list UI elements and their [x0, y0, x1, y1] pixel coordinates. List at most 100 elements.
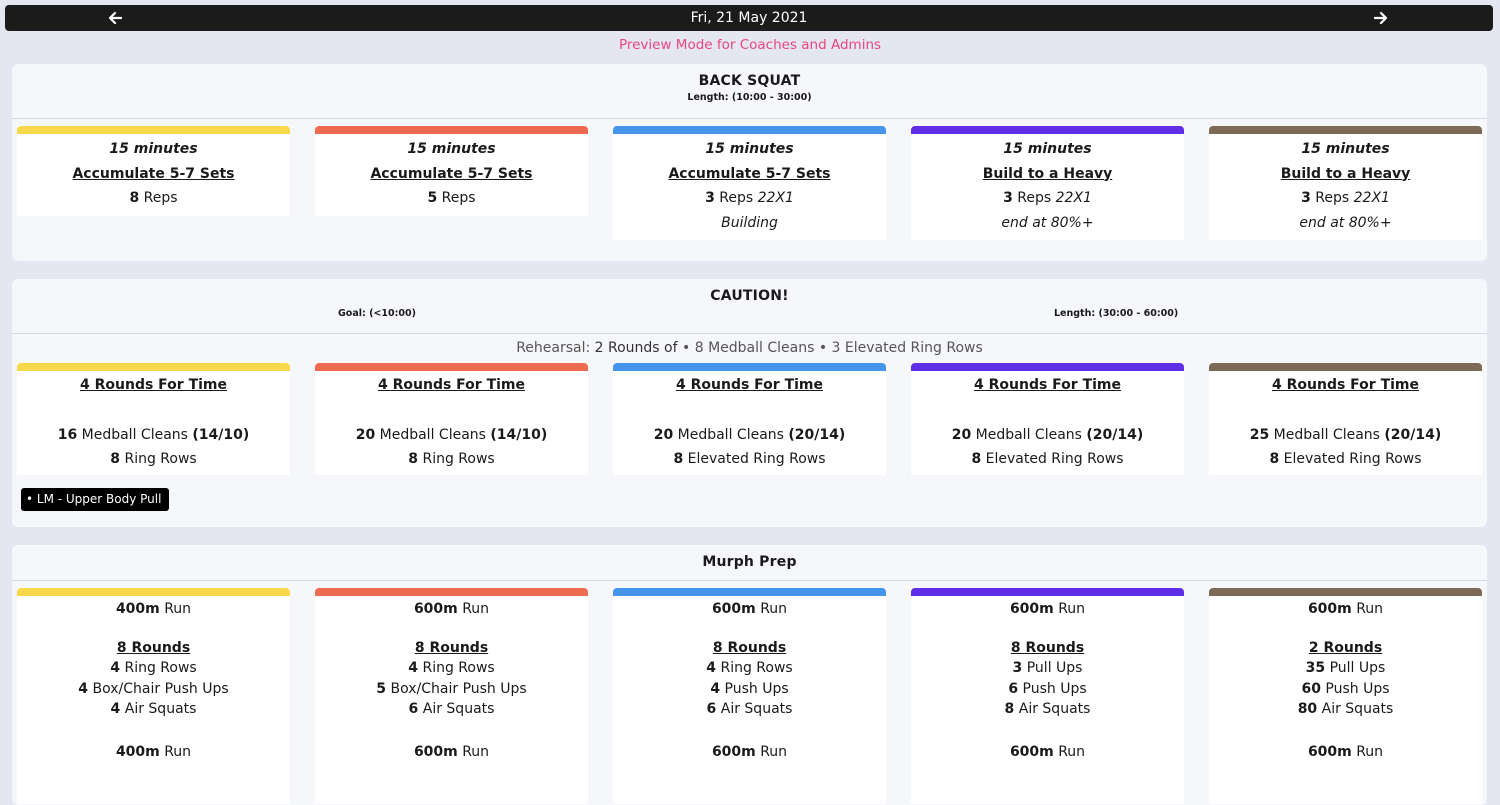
level-card: 600m Run 8 Rounds 3 Pull Ups 6 Push Ups 8 Ai…	[911, 588, 1184, 804]
movement-2: 8 Elevated Ring Rows	[613, 447, 886, 472]
section-title: Murph Prep	[702, 554, 797, 570]
run-label: Run	[164, 601, 192, 617]
note-text: end at 80%+	[1001, 214, 1094, 231]
scheme: 4 Rounds For Time	[911, 373, 1184, 398]
movement-a: 3 Pull Ups	[911, 658, 1184, 679]
movement-name: Box/Chair Push Ups	[390, 680, 527, 697]
run-label: Run	[1356, 601, 1384, 617]
reps-label: Reps	[1315, 190, 1350, 206]
rehearsal-line: Rehearsal: 2 Rounds of • 8 Medball Clean…	[12, 340, 1487, 356]
reps-number: 3	[1003, 190, 1013, 206]
section-murph-prep: Murph Prep 400m Run 8 Rounds 4 Ring Rows 4 …	[12, 545, 1487, 805]
movement-b: 60 Push Ups	[1209, 679, 1482, 700]
scheme-text: 4 Rounds For Time	[974, 377, 1121, 393]
movement-reps: 20	[951, 426, 972, 443]
reps-number: 8	[129, 190, 140, 206]
movement-c: 4 Air Squats	[17, 699, 290, 720]
run-distance: 400m	[115, 601, 160, 617]
run-2: 600m Run	[315, 740, 588, 765]
movement-name: Air Squats	[124, 701, 197, 717]
scheme-text: Accumulate 5-7 Sets	[668, 165, 831, 182]
scheme-text: 4 Rounds For Time	[80, 377, 227, 393]
scheme: Build to a Heavy	[1209, 162, 1482, 187]
time-cap: 15 minutes	[1209, 137, 1482, 162]
previous-day-button[interactable]	[95, 5, 135, 31]
movement-name: Medball Cleans	[81, 426, 188, 443]
movement-name: Air Squats	[422, 701, 495, 717]
reps: 5 Reps	[315, 186, 588, 211]
run-distance: 600m	[413, 743, 458, 760]
time-cap: 15 minutes	[17, 137, 290, 162]
level-color-bar	[613, 588, 886, 596]
movement-reps: 20	[653, 426, 674, 443]
time-cap: 15 minutes	[613, 137, 886, 162]
movement-name: Ring Rows	[422, 451, 495, 467]
level-color-bar	[315, 126, 588, 134]
arrow-left-icon	[108, 11, 122, 25]
rounds: 2 Rounds	[1209, 638, 1482, 659]
movement-reps: 25	[1249, 426, 1270, 443]
movement-reps: 6	[1008, 680, 1019, 697]
reps-label: Reps	[1017, 190, 1052, 206]
movement-reps: 4	[110, 701, 121, 717]
next-day-button[interactable]	[1361, 5, 1401, 31]
movement-tag[interactable]: • LM - Upper Body Pull	[21, 488, 170, 511]
reps: 8 Reps	[17, 186, 290, 211]
movement-reps: 8	[408, 451, 419, 467]
level-card: 600m Run 8 Rounds 4 Ring Rows 4 Push Ups 6 A…	[613, 588, 886, 804]
movement-weight: (20/14)	[1384, 426, 1442, 443]
reps-label: Reps	[441, 190, 476, 206]
movement-reps: 3	[1012, 660, 1023, 676]
reps-label: Reps	[143, 190, 178, 206]
movement-1: 16 Medball Cleans (14/10)	[17, 423, 290, 448]
time-text: 15 minutes	[407, 141, 496, 157]
level-color-bar	[911, 126, 1184, 134]
rounds: 8 Rounds	[17, 638, 290, 659]
movement-name: Pull Ups	[1329, 660, 1386, 676]
movement-name: Elevated Ring Rows	[985, 451, 1124, 467]
note-text: Building	[721, 214, 778, 231]
section-header: BACK SQUAT Length: (10:00 - 30:00)	[12, 64, 1487, 119]
scheme-text: 4 Rounds For Time	[378, 377, 525, 393]
run-label: Run	[462, 601, 490, 617]
current-date[interactable]: Fri, 21 May 2021	[690, 10, 808, 26]
tempo: 22X1	[1353, 190, 1390, 206]
level-card: 15 minutes Build to a Heavy 3 Reps 22X1 end…	[911, 126, 1184, 240]
scheme-text: Accumulate 5-7 Sets	[72, 165, 235, 182]
reps-label: Reps	[719, 190, 754, 206]
movement-reps: 6	[408, 701, 419, 717]
time-text: 15 minutes	[705, 141, 794, 157]
scheme: 4 Rounds For Time	[613, 373, 886, 398]
movement-name: Medball Cleans	[975, 426, 1082, 443]
movement-weight: (14/10)	[490, 426, 548, 443]
run-label: Run	[462, 743, 490, 760]
run-label: Run	[1058, 601, 1086, 617]
rounds-text: 8 Rounds	[116, 639, 191, 656]
time-text: 15 minutes	[1003, 141, 1092, 157]
run-2: 600m Run	[1209, 740, 1482, 765]
run-distance: 400m	[115, 743, 160, 760]
level-color-bar	[613, 363, 886, 371]
movement-a: 4 Ring Rows	[613, 658, 886, 679]
movement-c: 6 Air Squats	[613, 699, 886, 720]
level-card: 600m Run 2 Rounds 35 Pull Ups 60 Push Ups 80…	[1209, 588, 1482, 804]
level-color-bar	[17, 363, 290, 371]
movement-name: Air Squats	[720, 701, 793, 717]
movement-a: 4 Ring Rows	[315, 658, 588, 679]
reps-number: 3	[1301, 190, 1311, 206]
scheme-text: 4 Rounds For Time	[676, 377, 823, 393]
rounds-text: 2 Rounds	[1308, 639, 1383, 656]
section-title: CAUTION!	[710, 288, 789, 304]
movement-a: 35 Pull Ups	[1209, 658, 1482, 679]
movement-reps: 8	[971, 451, 982, 467]
level-card: 4 Rounds For Time 20 Medball Cleans (20/1…	[911, 363, 1184, 475]
run-2: 600m Run	[911, 740, 1184, 765]
movement-name: Push Ups	[1022, 680, 1087, 697]
run-distance: 600m	[413, 601, 458, 617]
scheme: 4 Rounds For Time	[315, 373, 588, 398]
rounds-text: 8 Rounds	[1010, 639, 1085, 656]
reps-number: 5	[427, 190, 438, 206]
level-color-bar	[315, 588, 588, 596]
movement-name: Ring Rows	[720, 660, 793, 676]
section-caution: CAUTION! Goal: (<10:00) Length: (30:00 -…	[12, 279, 1487, 527]
